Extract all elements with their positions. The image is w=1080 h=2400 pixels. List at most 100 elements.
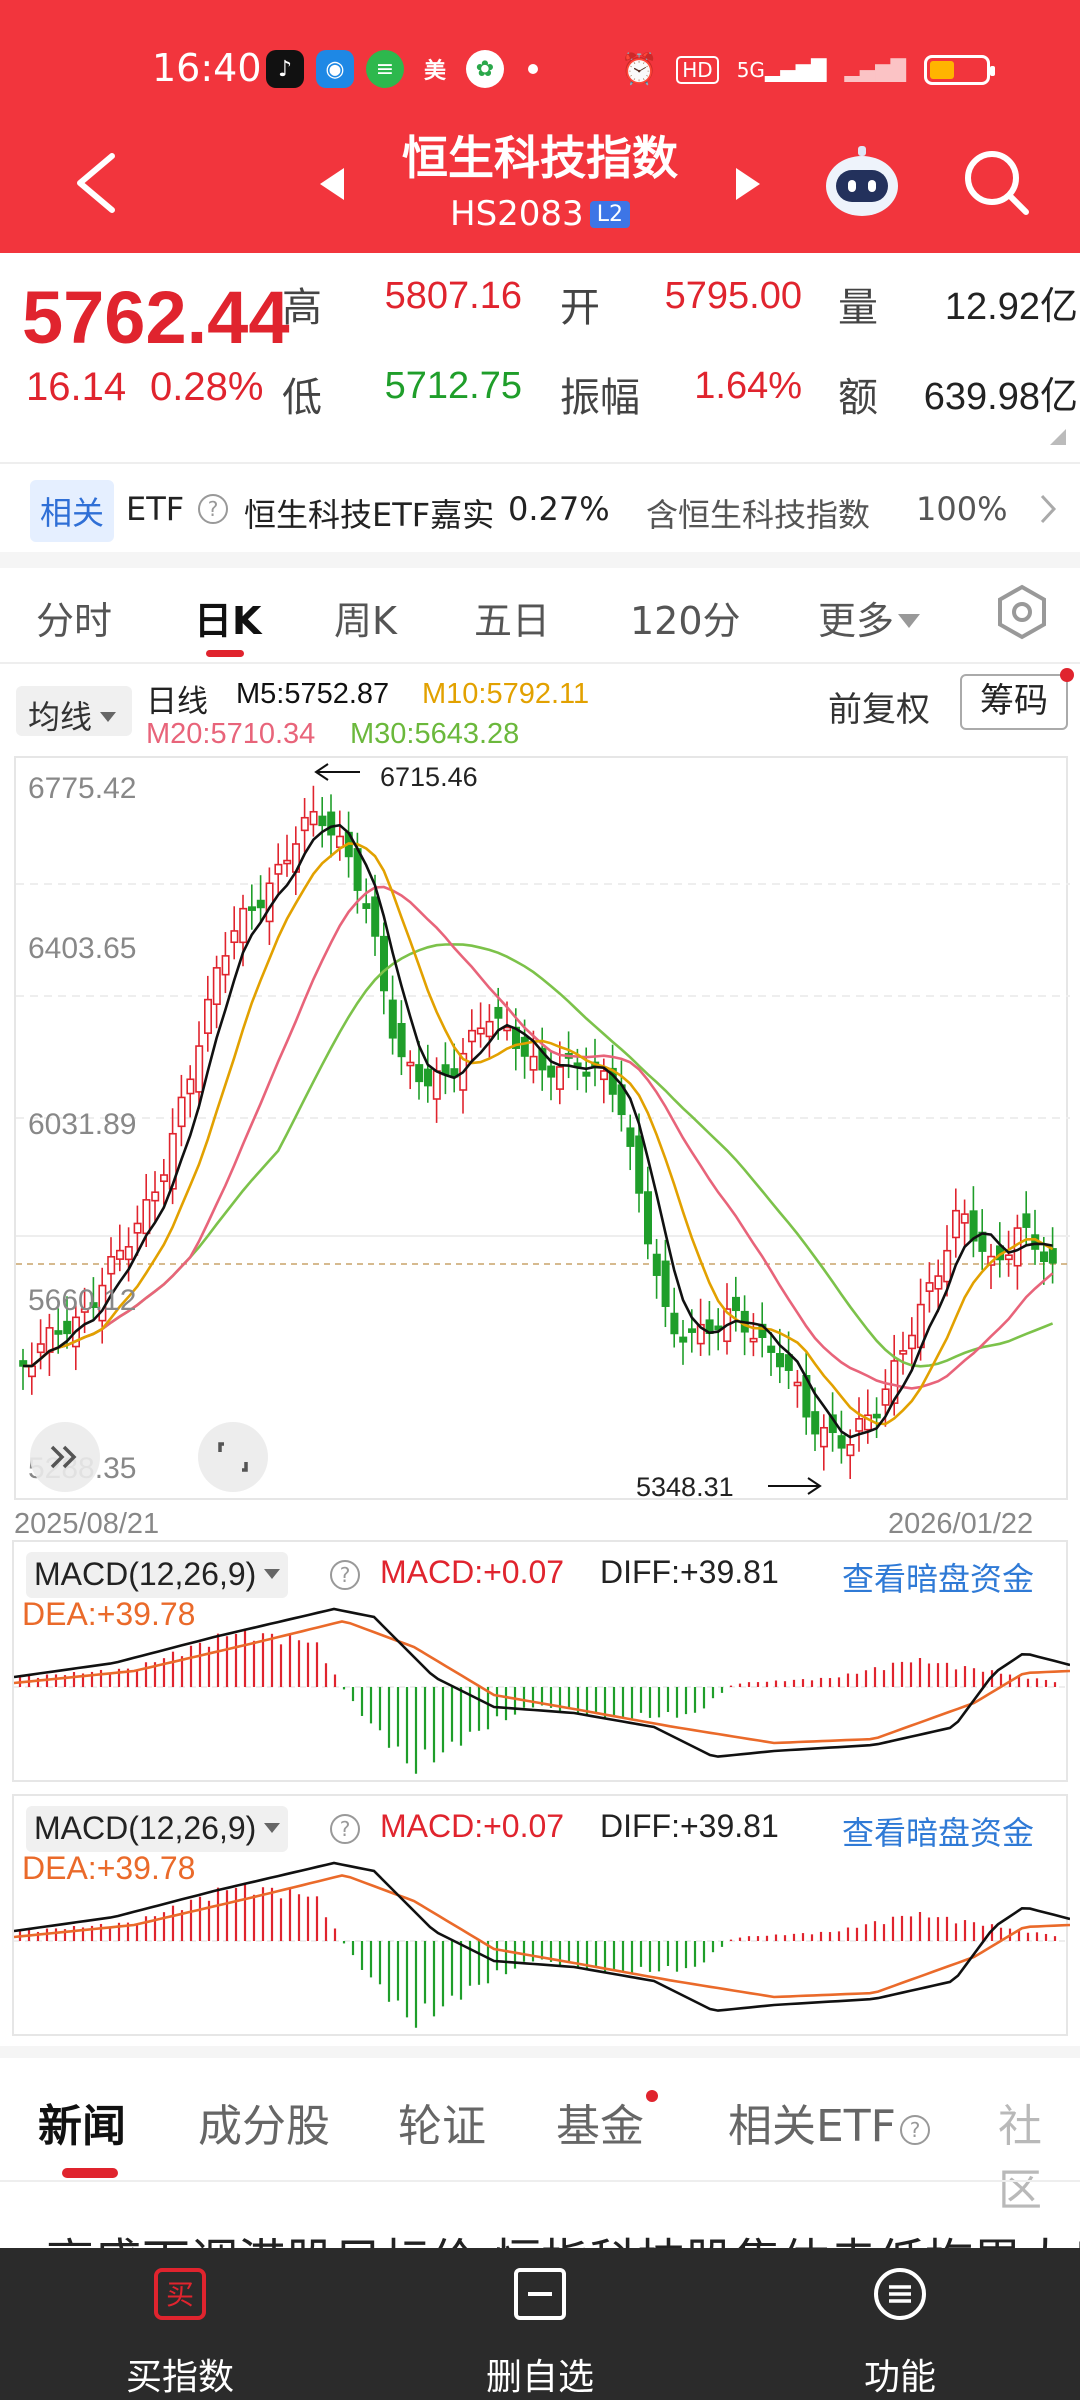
expand-left-button[interactable] xyxy=(30,1422,100,1492)
tab-daily-k[interactable]: 日K xyxy=(194,599,262,643)
back-arrow-icon[interactable] xyxy=(68,150,128,216)
candle-body xyxy=(239,907,248,944)
macd-panel-1[interactable]: MACD(12,26,9) ? MACD:+0.07 DIFF:+39.81 查… xyxy=(12,1540,1070,1782)
ma-m10: M10:5792.11 xyxy=(422,678,590,710)
status-bar: 16:40 ♪ ◉ ≡ 美 ✿ ⏰ HD 5G▂▄▆█ ▂▄▆█ xyxy=(0,0,1080,140)
candle-body xyxy=(195,1045,204,1093)
candle-body xyxy=(142,1199,151,1235)
macd-canvas xyxy=(14,1607,1070,1774)
ma-selector[interactable]: 均线 xyxy=(16,686,132,736)
l2-badge[interactable]: L2 xyxy=(589,201,630,228)
search-icon[interactable] xyxy=(962,148,1032,218)
related-etf-strip[interactable]: 相关 ETF ? 恒生科技ETF嘉实 0.27% 含恒生科技指数 100% xyxy=(0,470,1080,550)
candle-body xyxy=(670,1312,679,1335)
app-header: 16:40 ♪ ◉ ≡ 美 ✿ ⏰ HD 5G▂▄▆█ ▂▄▆█ 恒生科技指数 … xyxy=(0,0,1080,253)
candle-body xyxy=(248,906,257,911)
candle-body xyxy=(36,1343,45,1354)
tab-warrants[interactable]: 轮证 xyxy=(398,2101,486,2152)
candle-body xyxy=(731,1296,740,1312)
candle-body xyxy=(767,1345,776,1353)
section-gap xyxy=(0,552,1080,568)
candle-body xyxy=(107,1255,116,1275)
candle-body xyxy=(151,1191,160,1202)
ma-m20: M20:5710.34 xyxy=(146,718,316,750)
candle-body xyxy=(327,811,336,836)
candle-body xyxy=(819,1426,828,1448)
chips-button[interactable]: 筹码 xyxy=(960,674,1068,730)
candle-body xyxy=(362,903,371,909)
candle-body xyxy=(811,1411,820,1435)
help-icon[interactable]: ? xyxy=(330,1814,360,1844)
dark-pool-link[interactable]: 查看暗盘资金 xyxy=(842,1814,1035,1852)
candle-body xyxy=(485,1020,494,1038)
tab-funds[interactable]: 基金 xyxy=(556,2101,644,2152)
candle-body xyxy=(538,1047,547,1071)
macd-panel-2[interactable]: MACD(12,26,9) ? MACD:+0.07 DIFF:+39.81 查… xyxy=(12,1794,1070,2036)
candle-body xyxy=(661,1260,670,1307)
tab-more[interactable]: 更多 xyxy=(818,590,921,645)
buy-index-button[interactable]: 买 买指数 xyxy=(30,2248,330,2400)
candle-body xyxy=(168,1132,177,1190)
caret-down-icon xyxy=(898,614,921,628)
indicator-selector[interactable]: MACD(12,26,9) xyxy=(26,1806,289,1852)
tab-constituents[interactable]: 成分股 xyxy=(198,2101,330,2152)
y-tick-2: 6403.65 xyxy=(28,932,137,965)
tab-intraday[interactable]: 分时 xyxy=(36,599,113,643)
network-label: 5G xyxy=(736,57,765,82)
ma-line xyxy=(22,823,1053,1439)
divider xyxy=(0,462,1080,464)
tab-weekly-k[interactable]: 周K xyxy=(334,599,397,643)
ma-m30: M30:5643.28 xyxy=(350,718,520,750)
candle-body xyxy=(872,1413,881,1419)
candle-body xyxy=(379,935,388,992)
candle-body xyxy=(309,810,318,826)
high-label: 高 xyxy=(282,285,322,331)
tab-news[interactable]: 新闻 xyxy=(38,2101,126,2152)
fullscreen-icon xyxy=(218,1442,248,1472)
tab-five-day[interactable]: 五日 xyxy=(474,599,551,643)
tab-related-etf[interactable]: 相关ETF? xyxy=(728,2090,930,2154)
candle-body xyxy=(960,1213,969,1224)
dark-pool-link[interactable]: 查看暗盘资金 xyxy=(842,1560,1035,1598)
quote-panel: 5762.44 16.14 0.28% 高 5807.16 开 5795.00 … xyxy=(0,253,1080,463)
candle-body xyxy=(124,1246,133,1261)
candle-body xyxy=(28,1365,37,1378)
notification-icons: ♪ ◉ ≡ 美 ✿ xyxy=(266,50,538,88)
help-icon[interactable]: ? xyxy=(330,1560,360,1590)
tiktok-icon: ♪ xyxy=(266,50,304,88)
next-stock-icon[interactable] xyxy=(734,166,762,202)
ma-line xyxy=(22,842,1054,1426)
candle-body xyxy=(116,1249,125,1260)
diff-value: DIFF:+39.81 xyxy=(600,1554,779,1590)
ma-m5: M5:5752.87 xyxy=(236,678,390,710)
candle-body xyxy=(696,1323,705,1345)
remove-watchlist-button[interactable]: 删自选 xyxy=(390,2248,690,2400)
functions-button[interactable]: 功能 xyxy=(750,2248,1050,2400)
ma-line xyxy=(22,943,1054,1368)
kline-chart[interactable]: 6775.42 6403.65 6031.89 5660.12 5288.35 … xyxy=(14,756,1070,1502)
price-adjust-toggle[interactable]: 前复权 xyxy=(828,690,930,730)
low-label: 低 xyxy=(282,375,322,421)
volume-label: 量 xyxy=(838,285,878,331)
chart-settings-icon[interactable] xyxy=(994,584,1050,640)
tab-120min[interactable]: 120分 xyxy=(630,599,741,643)
expand-corner-icon[interactable] xyxy=(1050,429,1066,445)
macd-canvas xyxy=(14,1861,1070,2028)
tab-community[interactable]: 社区 xyxy=(998,2101,1042,2216)
fullscreen-button[interactable] xyxy=(198,1422,268,1492)
candle-body xyxy=(520,1036,529,1057)
indicator-selector[interactable]: MACD(12,26,9) xyxy=(26,1552,289,1598)
etf-change: 0.27% xyxy=(508,490,610,528)
help-icon[interactable]: ? xyxy=(198,494,228,524)
candle-body xyxy=(626,1127,635,1147)
candle-body xyxy=(749,1337,758,1343)
robot-assistant-icon[interactable] xyxy=(822,144,902,220)
page-title: 恒生科技指数 xyxy=(402,131,678,185)
help-icon[interactable]: ? xyxy=(900,2115,930,2145)
candle-body xyxy=(177,1096,186,1128)
ma-kind: 日线 xyxy=(146,684,208,719)
ma-selector-label: 均线 xyxy=(28,698,93,736)
prev-stock-icon[interactable] xyxy=(318,166,346,202)
candle-body xyxy=(881,1388,890,1406)
candle-body xyxy=(793,1381,802,1387)
